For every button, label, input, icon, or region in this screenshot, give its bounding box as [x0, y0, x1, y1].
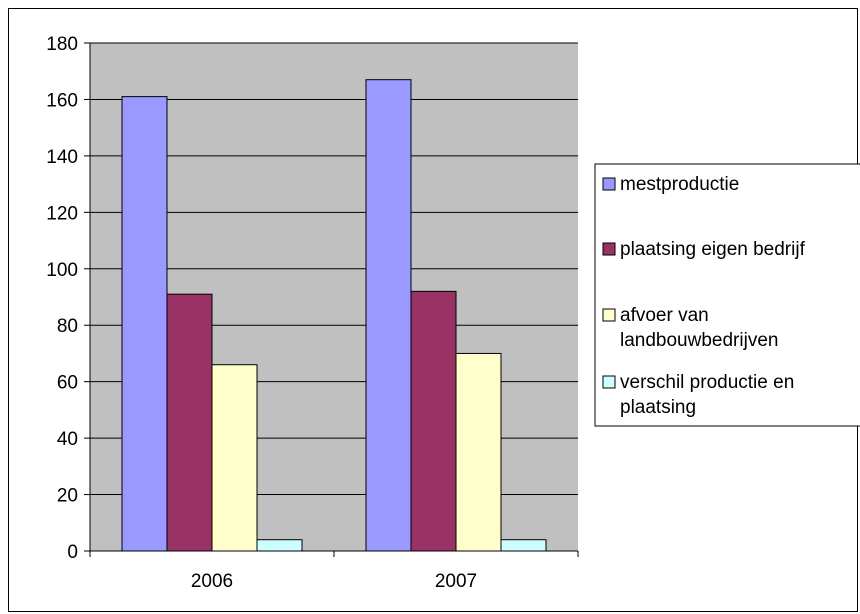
bar: [500, 539, 547, 552]
y-tick-label: 100: [46, 260, 78, 281]
legend-box: [594, 163, 860, 427]
legend-label: verschil productie en: [620, 372, 794, 393]
bar: [256, 539, 303, 552]
y-tick-label: 60: [57, 373, 78, 394]
legend-swatch: [602, 375, 616, 389]
y-tick-label: 20: [57, 486, 78, 507]
bar: [166, 293, 213, 552]
y-tick-label: 160: [46, 90, 78, 111]
bar: [211, 364, 258, 552]
legend-swatch: [602, 242, 616, 256]
legend-swatch: [602, 177, 616, 191]
x-tick-label: 2006: [191, 571, 233, 592]
bar: [365, 79, 412, 552]
y-tick-label: 40: [57, 429, 78, 450]
legend-label: landbouwbedrijven: [620, 330, 778, 351]
bar: [410, 290, 457, 552]
y-tick-label: 180: [46, 34, 78, 55]
bars: [121, 79, 547, 552]
bar: [455, 352, 502, 552]
y-tick-label: 80: [57, 316, 78, 337]
legend-label: plaatsing: [620, 397, 696, 418]
legend: mestproductie plaatsing eigen bedrijf afvo…: [594, 163, 860, 427]
x-tick-label: 2007: [435, 571, 477, 592]
legend-swatch: [602, 308, 616, 322]
y-tick-label: 120: [46, 203, 78, 224]
legend-label: plaatsing eigen bedrijf: [620, 239, 806, 260]
x-axis-tick-labels: 2006 2007: [191, 571, 477, 592]
axes: [89, 43, 579, 557]
legend-label: afvoer van: [620, 305, 709, 326]
bar: [121, 96, 168, 552]
y-tick-label: 0: [67, 542, 78, 563]
y-tick-label: 140: [46, 147, 78, 168]
y-axis-tick-labels: 0 20 40 60 80 100 120 140 160 180: [46, 34, 78, 563]
legend-label: mestproductie: [620, 174, 739, 195]
